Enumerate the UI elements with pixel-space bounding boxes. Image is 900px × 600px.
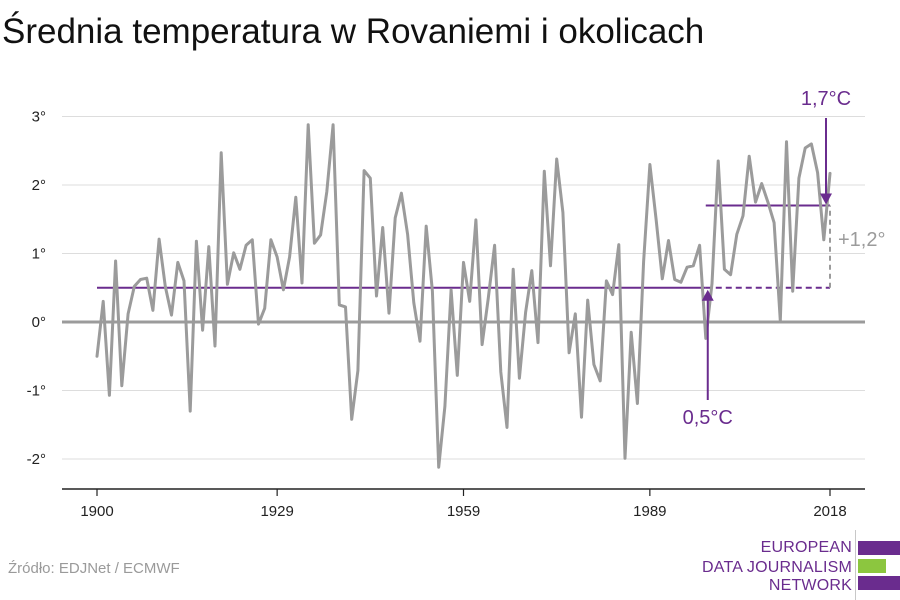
edjnet-logo: EUROPEAN DATA JOURNALISM NETWORK xyxy=(700,530,900,600)
x-tick-label: 1989 xyxy=(633,503,666,520)
annotation-recent-mean: 1,7°C xyxy=(801,88,851,110)
y-tick-label: 2° xyxy=(32,177,46,194)
x-tick-label: 1929 xyxy=(260,503,293,520)
y-tick-label: 0° xyxy=(32,314,46,331)
logo-text-european: EUROPEAN xyxy=(760,539,852,556)
logo-bar-purple-bottom xyxy=(858,576,900,590)
y-tick-label: 1° xyxy=(32,246,46,263)
chart-title: Średnia temperatura w Rovaniemi i okolic… xyxy=(2,12,705,51)
x-tick-label: 1900 xyxy=(80,503,113,520)
y-tick-label: -1° xyxy=(27,383,46,400)
y-tick-label: 3° xyxy=(32,109,46,126)
annotation-arrowhead-recent xyxy=(820,193,832,205)
annotation-arrowhead-baseline xyxy=(701,289,714,301)
logo-bar-purple-top xyxy=(858,541,900,555)
logo-bar-green xyxy=(858,559,886,573)
x-tick-label: 2018 xyxy=(813,503,846,520)
logo-text-network: NETWORK xyxy=(768,577,852,594)
annotation-difference: +1,2° xyxy=(838,229,885,251)
x-tick-label: 1959 xyxy=(447,503,480,520)
source-credit: Źródło: EDJNet / ECMWF xyxy=(8,560,180,577)
annotation-baseline-mean: 0,5°C xyxy=(683,407,733,429)
logo-text-data-journalism: DATA JOURNALISM xyxy=(702,559,852,576)
y-tick-label: -2° xyxy=(27,451,46,468)
logo-divider xyxy=(855,530,856,600)
